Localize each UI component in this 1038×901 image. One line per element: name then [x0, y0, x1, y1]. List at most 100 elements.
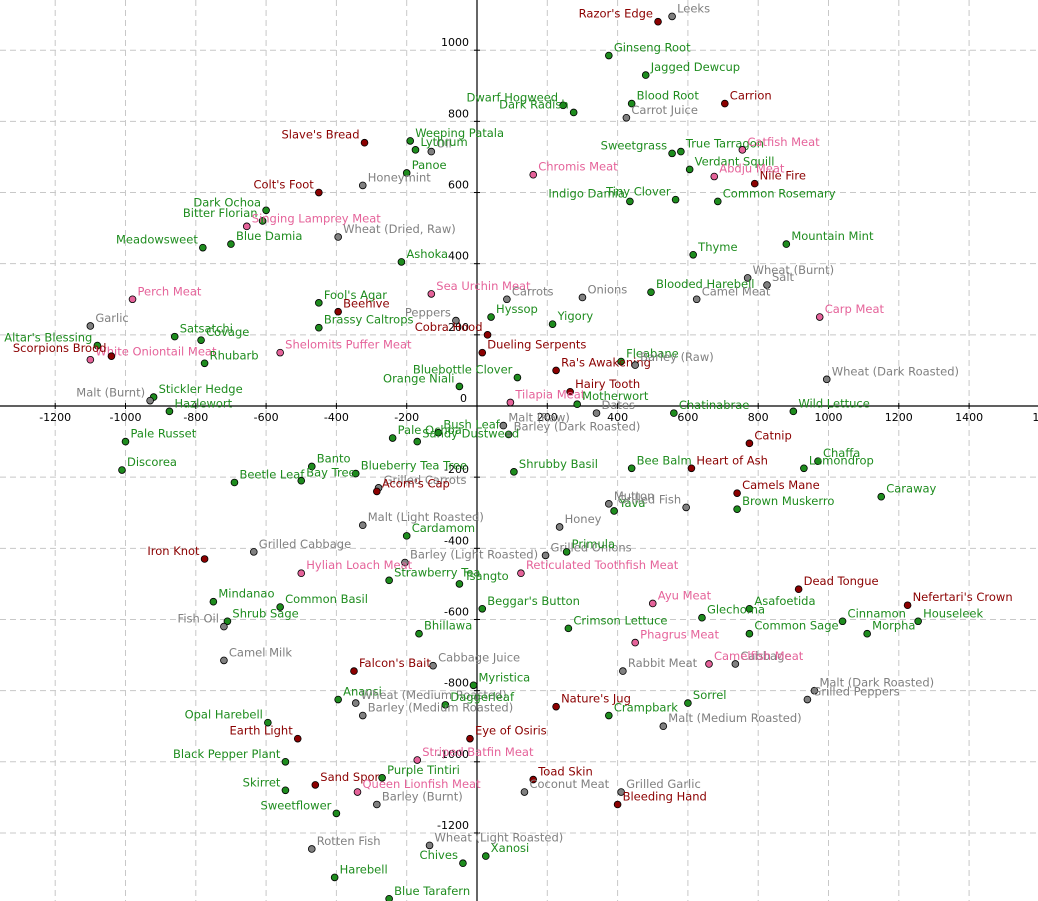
data-point-label: Grilled Fish [618, 492, 682, 506]
data-point-label: Dueling Serpents [487, 338, 586, 352]
data-point-label: Beehive [343, 297, 389, 311]
data-point [385, 576, 393, 585]
data-point-label: Daggerleaf [450, 690, 515, 704]
data-point [863, 629, 871, 638]
data-point-group: Leeks [668, 1, 710, 21]
data-point [146, 396, 154, 405]
data-point [315, 299, 323, 307]
data-point-label: Cabbage Juice [438, 651, 520, 665]
data-point-label: Mountain Mint [791, 229, 874, 243]
data-point-group: Motherwort [573, 389, 649, 409]
data-point [559, 101, 567, 110]
data-point-label: Sea Urchin Meat [436, 279, 531, 293]
data-point-group: Pale Ochoa [388, 423, 462, 442]
data-point [617, 357, 625, 366]
data-point-label: Grilled Peppers [812, 685, 899, 699]
y-tick-label: 800 [448, 107, 469, 120]
data-point [487, 313, 495, 321]
data-point [373, 487, 381, 496]
data-point [552, 702, 560, 711]
data-point-label: White Oniontail Meat [95, 345, 217, 359]
data-point-group: Orange Niali [383, 371, 464, 391]
data-point-label: Dates [602, 398, 635, 412]
data-point-group: Honey [555, 512, 602, 531]
data-point-group: Rabbit Meat [619, 656, 698, 675]
data-point-label: Primula [572, 537, 615, 551]
data-point [648, 599, 657, 608]
data-point [358, 181, 367, 190]
data-point-label: Barley (Burnt) [382, 789, 463, 803]
data-point [373, 800, 381, 809]
data-point-label: Nile Fire [760, 169, 806, 183]
data-point-group: Caraway [877, 482, 937, 501]
data-point-group: Rotten Fish [307, 834, 381, 853]
data-point-group: Coconut Meat [520, 777, 610, 796]
data-point [199, 243, 207, 252]
data-point [605, 51, 613, 60]
data-point-label: Hazlewort [174, 396, 232, 410]
data-point-label: Carrots [512, 284, 554, 298]
data-point-group: Grilled Garlic [617, 777, 701, 796]
data-point-label: Garlic [95, 311, 128, 325]
data-point-label: Bhillawa [424, 619, 472, 633]
data-point-label: Acorn's Cap [382, 476, 450, 490]
y-tick-label: 1000 [441, 36, 469, 49]
data-point [220, 656, 228, 665]
data-point-group: Slave's Bread [281, 128, 369, 147]
data-point-label: Stickler Hedge [159, 382, 243, 396]
y-tick-label: -200 [444, 463, 469, 476]
data-point-label: Bay Tree [306, 466, 355, 480]
data-point [466, 734, 474, 743]
y-tick-label: 400 [448, 250, 469, 263]
data-point [165, 407, 174, 416]
data-point-group: Myristica [469, 670, 530, 690]
data-point-label: Wild Lettuce [798, 396, 869, 410]
data-point [334, 307, 342, 316]
data-point [684, 699, 692, 707]
data-point-group: Tilapia Meat [506, 387, 586, 407]
data-point-label: Beetle Leaf [239, 467, 305, 481]
data-point-label: Skirret [243, 775, 281, 789]
data-point-group: Beehive [334, 297, 390, 316]
data-point-group: Satsatchi [170, 322, 233, 341]
data-points: Leeks Razor's Edge Ginseng Root Jagged Dewc… [4, 1, 1013, 901]
data-point [197, 336, 205, 344]
data-point [452, 316, 460, 325]
data-point-label: Cobra Hood [415, 320, 483, 334]
data-point [258, 217, 267, 225]
data-point-group: Barley (Medium Roasted) [358, 701, 513, 720]
data-point-group: Cinnamon [838, 606, 906, 626]
data-point [311, 781, 320, 789]
data-point [86, 322, 95, 330]
data-point-label: Cinnamon [848, 606, 906, 620]
x-tick-label: -1200 [39, 411, 71, 424]
data-point-group: Fleabane [617, 347, 679, 366]
data-point-label: Camels Mane [742, 478, 820, 492]
data-point-label: Reticulated Toothfish Meat [526, 558, 679, 572]
data-point-group: Beetle Leaf [230, 467, 305, 487]
data-point-group: Bleeding Hand [613, 789, 707, 809]
data-point-label: Shelomits Puffer Meat [285, 338, 412, 352]
data-point [738, 146, 747, 154]
data-point-group: Lythrum [411, 135, 468, 154]
data-point-group: Banto [307, 451, 351, 471]
data-point-group: White Oniontail Meat [86, 345, 217, 364]
data-point-label: Brown Muskerro [742, 494, 834, 508]
data-point [689, 250, 697, 259]
data-point [121, 437, 130, 446]
y-tick-label: -400 [444, 534, 469, 547]
data-point-group: Malt (Light Roasted) [358, 510, 484, 529]
data-point [641, 71, 650, 79]
data-point [822, 375, 831, 384]
data-point [118, 466, 126, 474]
data-point-group: Acorn's Cap [373, 476, 450, 496]
data-point [425, 841, 434, 850]
data-point [654, 17, 662, 26]
data-point [262, 206, 270, 215]
data-point-group: Grilled Peppers [803, 685, 900, 704]
data-point [93, 341, 102, 350]
data-point-group: Cobra Hood [415, 320, 492, 339]
data-point-group: Crimson Lettuce [564, 613, 668, 633]
data-point-label: Honey [565, 512, 602, 526]
